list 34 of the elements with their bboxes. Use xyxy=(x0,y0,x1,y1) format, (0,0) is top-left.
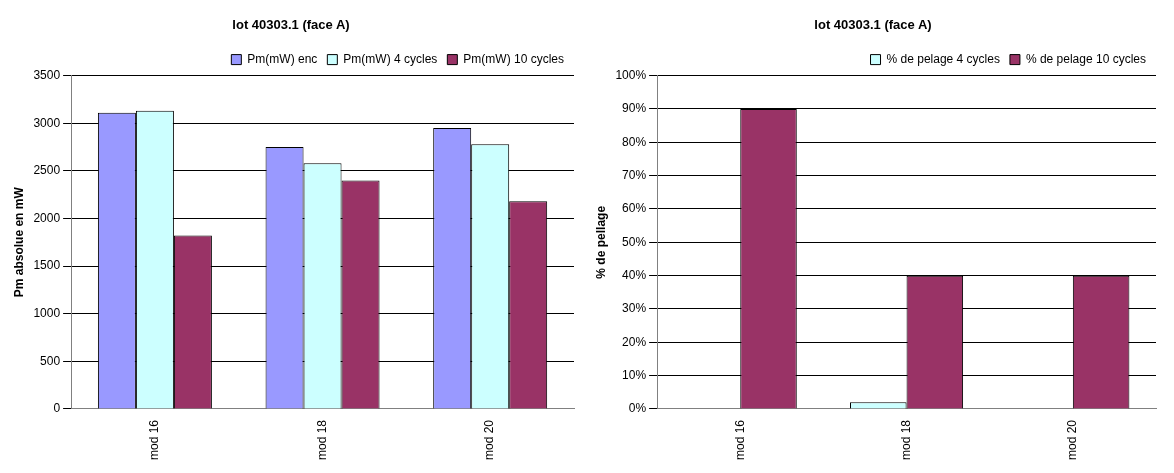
x-tick-label: mod 18 xyxy=(314,419,329,461)
legend-label: Pm(mW) enc xyxy=(247,51,318,66)
y-tick-label: 70% xyxy=(622,167,647,182)
legend-label: Pm(mW) 4 cycles xyxy=(343,51,438,66)
y-tick-label: 60% xyxy=(622,201,647,216)
y-tick-label: 10% xyxy=(622,367,647,382)
x-tick-label: mod 20 xyxy=(1065,419,1080,461)
x-tick-label: mod 18 xyxy=(898,419,913,461)
y-tick-label: 2500 xyxy=(33,163,61,178)
y-tick-label: 30% xyxy=(622,301,647,316)
y-tick-label: 50% xyxy=(622,234,647,249)
y-tick-label: 0 xyxy=(53,401,61,416)
legend-label: % de pelage 4 cycles xyxy=(886,51,1000,66)
x-tick-label: mod 16 xyxy=(732,419,747,461)
chart-title: lot 40303.1 (face A) xyxy=(814,17,932,33)
y-tick-label: 3500 xyxy=(33,67,61,82)
y-tick-label: 500 xyxy=(40,353,61,368)
y-tick-label: 1500 xyxy=(33,258,61,273)
y-axis-title: % de pellage xyxy=(593,205,608,279)
y-tick-label: 0% xyxy=(628,401,647,416)
y-tick-label: 2000 xyxy=(33,210,61,225)
chart-title: lot 40303.1 (face A) xyxy=(232,17,350,33)
y-tick-label: 1000 xyxy=(33,306,61,321)
y-tick-label: 40% xyxy=(622,267,647,282)
y-tick-label: 80% xyxy=(622,134,647,149)
y-tick-label: 20% xyxy=(622,334,647,349)
legend-label: % de pelage 10 cycles xyxy=(1025,51,1146,66)
x-tick-label: mod 16 xyxy=(147,419,162,461)
y-tick-label: 90% xyxy=(622,101,647,116)
legend-label: Pm(mW) 10 cycles xyxy=(463,51,564,66)
y-tick-label: 3000 xyxy=(33,115,61,130)
y-tick-label: 100% xyxy=(615,67,647,82)
y-axis-title: Pm absolue en mW xyxy=(11,186,26,298)
x-tick-label: mod 20 xyxy=(482,419,497,461)
